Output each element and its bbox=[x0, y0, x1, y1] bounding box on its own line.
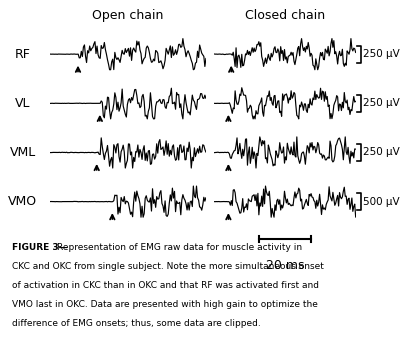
Text: VMO last in OKC. Data are presented with high gain to optimize the: VMO last in OKC. Data are presented with… bbox=[12, 300, 318, 309]
Text: 250 μV: 250 μV bbox=[363, 49, 399, 59]
Text: 250 μV: 250 μV bbox=[363, 148, 399, 157]
Text: VMO: VMO bbox=[8, 195, 37, 208]
Text: VML: VML bbox=[10, 146, 36, 159]
Text: FIGURE 3—: FIGURE 3— bbox=[12, 243, 68, 252]
Text: of activation in CKC than in OKC and that RF was activated first and: of activation in CKC than in OKC and tha… bbox=[12, 281, 319, 290]
Text: difference of EMG onsets; thus, some data are clipped.: difference of EMG onsets; thus, some dat… bbox=[12, 319, 261, 328]
Text: RF: RF bbox=[15, 48, 31, 61]
Text: Open chain: Open chain bbox=[92, 9, 163, 22]
Text: 20 ms: 20 ms bbox=[266, 259, 304, 272]
Text: CKC and OKC from single subject. Note the more simultaneous onset: CKC and OKC from single subject. Note th… bbox=[12, 262, 324, 271]
Text: Closed chain: Closed chain bbox=[245, 9, 325, 22]
Text: VL: VL bbox=[15, 97, 31, 110]
Text: 250 μV: 250 μV bbox=[363, 98, 399, 108]
Text: 500 μV: 500 μV bbox=[363, 197, 399, 207]
Text: Representation of EMG raw data for muscle activity in: Representation of EMG raw data for muscl… bbox=[57, 243, 302, 252]
